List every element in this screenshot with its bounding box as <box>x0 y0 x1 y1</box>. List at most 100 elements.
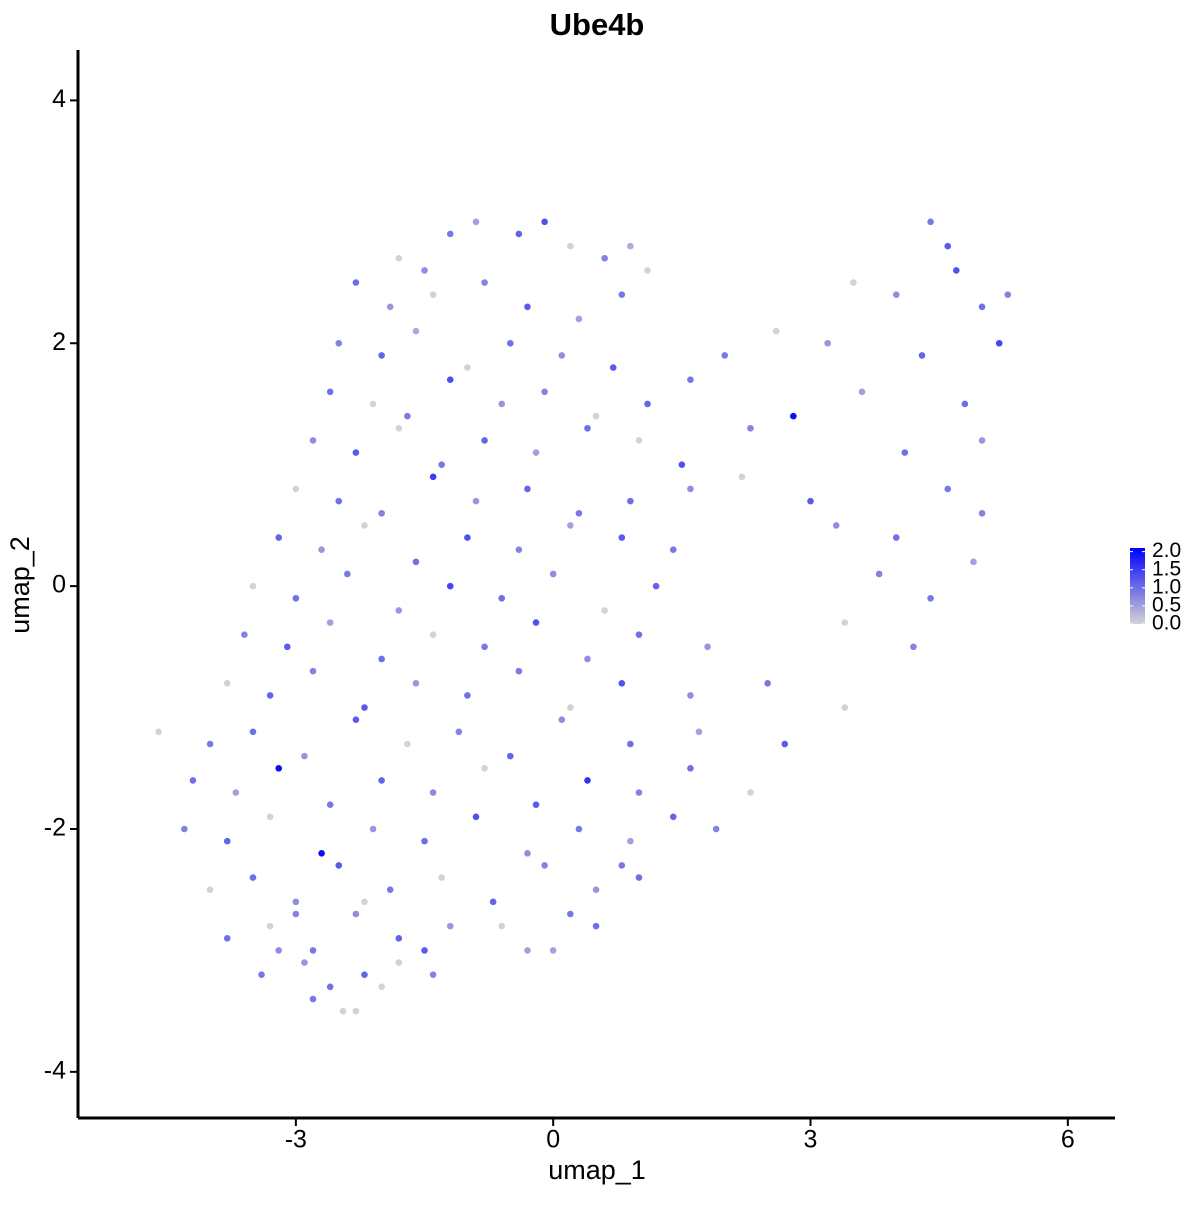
y-tick-label: -4 <box>44 1056 66 1084</box>
point <box>292 910 300 918</box>
point <box>352 910 360 918</box>
point <box>541 862 548 869</box>
point <box>223 934 231 942</box>
point <box>378 655 385 663</box>
point <box>498 400 506 408</box>
point <box>352 449 360 456</box>
point <box>601 254 608 262</box>
point <box>858 388 866 396</box>
point <box>918 352 926 359</box>
point <box>412 679 420 687</box>
point <box>592 412 600 420</box>
point <box>292 594 300 602</box>
point <box>275 947 283 954</box>
chart-title: Ube4b <box>550 7 645 42</box>
point <box>283 643 291 651</box>
point <box>223 679 231 687</box>
point <box>541 388 548 396</box>
point <box>618 679 626 687</box>
point <box>712 825 720 833</box>
point <box>515 546 523 553</box>
point <box>386 303 394 311</box>
point <box>361 898 368 906</box>
point <box>524 849 531 857</box>
point <box>361 704 368 711</box>
point <box>644 267 651 274</box>
point <box>309 667 317 675</box>
point <box>421 267 428 274</box>
point <box>532 449 540 456</box>
point <box>309 947 317 954</box>
point <box>627 497 634 505</box>
point <box>455 728 463 736</box>
point <box>412 327 420 335</box>
point <box>241 631 248 638</box>
point <box>498 922 506 930</box>
point <box>429 631 437 638</box>
point <box>181 825 188 833</box>
point <box>481 279 488 286</box>
point <box>824 339 831 347</box>
x-axis-title: umap_1 <box>548 1155 646 1185</box>
point <box>764 679 771 687</box>
point <box>841 704 849 711</box>
point <box>687 376 694 383</box>
x-tick-label: 6 <box>1061 1126 1075 1154</box>
point <box>524 485 531 493</box>
y-tick-label: -2 <box>44 814 66 842</box>
point <box>481 437 488 444</box>
point <box>421 947 428 954</box>
point <box>704 643 711 651</box>
point <box>669 546 677 553</box>
point <box>464 534 471 541</box>
point <box>584 424 591 432</box>
point <box>481 764 488 772</box>
point <box>318 849 325 857</box>
point <box>446 230 454 238</box>
point <box>609 364 617 371</box>
point <box>361 971 368 979</box>
point <box>575 509 583 517</box>
point <box>206 886 214 894</box>
point <box>258 971 265 979</box>
color-tick-label: 0.0 <box>1152 612 1181 635</box>
point <box>567 910 574 918</box>
point <box>275 764 283 772</box>
point <box>335 339 343 347</box>
point <box>421 837 428 845</box>
point <box>498 594 506 602</box>
y-tick-label: 4 <box>52 85 66 113</box>
point <box>335 862 343 869</box>
point <box>584 655 591 663</box>
point <box>541 218 548 226</box>
point <box>790 412 797 420</box>
point <box>352 716 360 724</box>
point <box>618 862 626 869</box>
point <box>515 667 523 675</box>
point <box>464 364 471 371</box>
y-tick-label: 0 <box>52 571 66 599</box>
point <box>524 947 531 954</box>
point <box>567 242 574 250</box>
point <box>429 473 437 481</box>
point <box>249 582 257 590</box>
point <box>644 400 651 408</box>
point <box>927 594 934 602</box>
point <box>318 546 325 553</box>
point <box>292 485 300 493</box>
point <box>567 522 574 529</box>
point <box>395 959 403 966</box>
color-tick-label: 2.0 <box>1152 539 1181 562</box>
point <box>326 388 334 396</box>
point <box>953 267 960 274</box>
point <box>266 692 274 699</box>
point <box>369 400 377 408</box>
point <box>747 789 754 796</box>
point <box>850 279 857 286</box>
point <box>438 461 445 468</box>
point <box>687 485 694 493</box>
point <box>481 643 488 651</box>
point <box>395 424 403 432</box>
